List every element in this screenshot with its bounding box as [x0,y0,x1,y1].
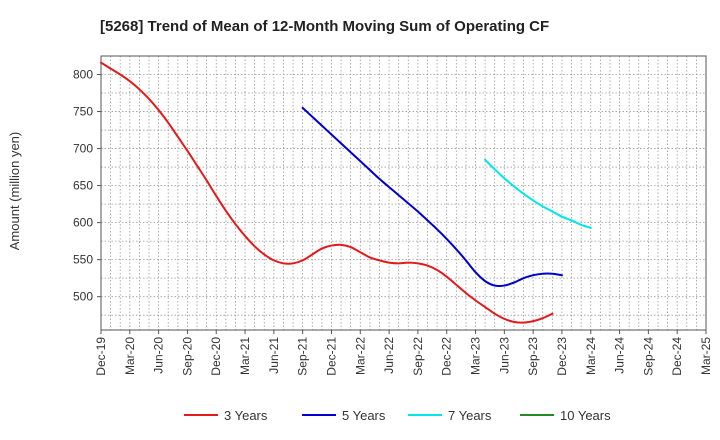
grid-lines [101,56,706,330]
y-tick-label: 500 [73,290,93,304]
x-tick-label: Mar-21 [238,337,252,375]
x-tick-label: Jun-23 [497,337,511,374]
x-tick-label: Dec-22 [440,337,454,376]
x-tick-label: Mar-20 [123,337,137,375]
x-tick-label: Mar-22 [353,337,367,375]
series-lines [100,61,592,324]
x-tick-label: Dec-21 [324,337,338,376]
x-tick-label: Mar-25 [699,337,713,375]
x-tick-label: Jun-22 [382,337,396,374]
x-axis-ticks: Dec-19 Mar-20 Jun-20 Sep-20 Dec-20 Mar-21 Jun-… [94,330,713,376]
x-tick-label: Dec-20 [209,337,223,376]
y-axis-ticks: 500 550 600 650 700 750 800 [73,68,101,304]
y-tick-label: 600 [73,216,93,230]
x-tick-label: Mar-23 [469,337,483,375]
x-tick-label: Sep-23 [526,337,540,376]
series-line-5-years [301,106,563,288]
x-tick-label: Jun-24 [613,337,627,374]
y-tick-label: 700 [73,142,93,156]
x-tick-label: Dec-24 [670,337,684,376]
chart-title: [5268] Trend of Mean of 12-Month Moving … [100,18,549,35]
legend-label-3-years: 3 Years [224,408,268,423]
x-tick-label: Sep-20 [180,337,194,376]
legend-label-7-years: 7 Years [448,408,492,423]
y-tick-label: 650 [73,179,93,193]
y-tick-label: 800 [73,68,93,82]
x-tick-label: Jun-20 [152,337,166,374]
legend-label-10-years: 10 Years [560,408,611,423]
x-tick-label: Sep-21 [296,337,310,376]
legend-label-5-years: 5 Years [342,408,386,423]
x-tick-label: Sep-22 [411,337,425,376]
x-tick-label: Dec-19 [94,337,108,376]
plot-area [100,55,707,331]
legend: 3 Years 5 Years 7 Years 10 Years [184,408,611,423]
x-tick-label: Dec-23 [555,337,569,376]
x-tick-label: Mar-24 [584,337,598,375]
x-tick-label: Jun-21 [267,337,281,374]
y-axis-label: Amount (million yen) [7,132,22,251]
y-tick-label: 750 [73,105,93,119]
series-line-3-years [100,61,554,324]
series-line-7-years [484,158,592,229]
y-tick-label: 550 [73,253,93,267]
x-tick-label: Sep-24 [641,337,655,376]
